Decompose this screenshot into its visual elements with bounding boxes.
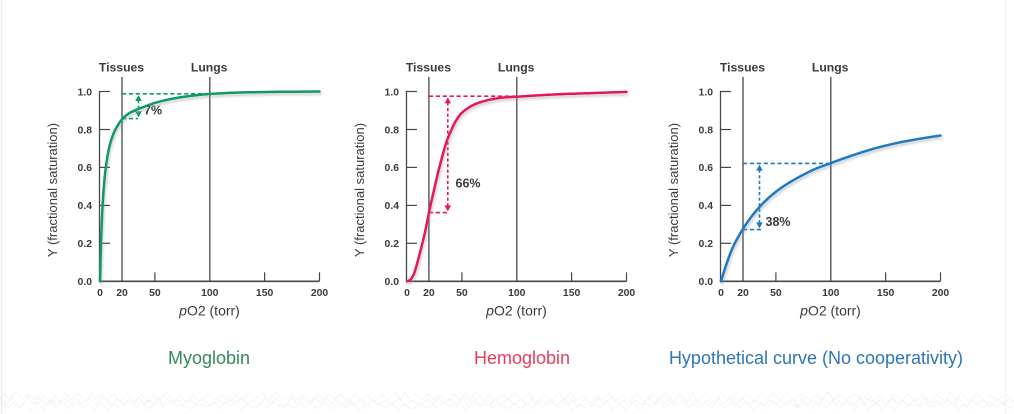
svg-text:200: 200 — [618, 288, 636, 299]
svg-text:50: 50 — [149, 288, 161, 299]
svg-text:100: 100 — [822, 288, 840, 299]
svg-text:20: 20 — [737, 288, 749, 299]
svg-text:0.2: 0.2 — [78, 239, 93, 250]
svg-text:Y (fractional saturation): Y (fractional saturation) — [352, 123, 367, 257]
svg-text:7%: 7% — [144, 103, 162, 117]
svg-text:66%: 66% — [456, 176, 481, 190]
svg-text:Y (fractional saturation): Y (fractional saturation) — [45, 123, 60, 257]
svg-text:200: 200 — [932, 288, 950, 299]
svg-text:0.2: 0.2 — [385, 239, 400, 250]
svg-text:0.6: 0.6 — [78, 163, 93, 174]
svg-text:0.0: 0.0 — [385, 277, 400, 288]
svg-text:200: 200 — [311, 288, 329, 299]
svg-text:1.0: 1.0 — [78, 87, 93, 98]
svg-text:0.6: 0.6 — [385, 163, 400, 174]
svg-text:Lungs: Lungs — [498, 60, 535, 74]
svg-text:1.0: 1.0 — [385, 87, 400, 98]
svg-text:0.8: 0.8 — [385, 125, 400, 136]
svg-text:0.0: 0.0 — [699, 277, 714, 288]
svg-text:150: 150 — [563, 288, 581, 299]
svg-text:100: 100 — [508, 288, 526, 299]
svg-text:0: 0 — [718, 288, 724, 299]
svg-text:Hemoglobin: Hemoglobin — [474, 348, 570, 368]
svg-text:50: 50 — [770, 288, 782, 299]
svg-text:pO2 (torr): pO2 (torr) — [178, 303, 240, 319]
svg-text:Hypothetical curve (No coopera: Hypothetical curve (No cooperativity) — [669, 348, 963, 368]
svg-text:20: 20 — [116, 288, 128, 299]
svg-text:38%: 38% — [766, 215, 791, 229]
svg-text:0.4: 0.4 — [385, 201, 400, 212]
svg-text:0: 0 — [404, 288, 410, 299]
svg-text:100: 100 — [201, 288, 219, 299]
svg-text:pO2 (torr): pO2 (torr) — [485, 303, 547, 319]
svg-text:0.8: 0.8 — [78, 125, 93, 136]
svg-text:Tissues: Tissues — [99, 60, 144, 74]
svg-text:Lungs: Lungs — [812, 60, 849, 74]
svg-text:0.8: 0.8 — [699, 125, 714, 136]
svg-text:0.0: 0.0 — [78, 277, 93, 288]
svg-text:Lungs: Lungs — [191, 60, 228, 74]
svg-text:0.4: 0.4 — [78, 201, 93, 212]
svg-text:0.6: 0.6 — [699, 163, 714, 174]
svg-text:0.4: 0.4 — [699, 201, 714, 212]
svg-text:50: 50 — [456, 288, 468, 299]
svg-text:Y (fractional saturation): Y (fractional saturation) — [666, 123, 681, 257]
svg-text:Myoglobin: Myoglobin — [168, 348, 250, 368]
svg-text:pO2 (torr): pO2 (torr) — [799, 303, 861, 319]
svg-text:0.2: 0.2 — [699, 239, 714, 250]
svg-text:20: 20 — [423, 288, 435, 299]
svg-text:0: 0 — [97, 288, 103, 299]
svg-text:1.0: 1.0 — [699, 87, 714, 98]
svg-text:Tissues: Tissues — [406, 60, 451, 74]
svg-text:150: 150 — [256, 288, 274, 299]
svg-text:150: 150 — [877, 288, 895, 299]
svg-text:Tissues: Tissues — [720, 60, 765, 74]
